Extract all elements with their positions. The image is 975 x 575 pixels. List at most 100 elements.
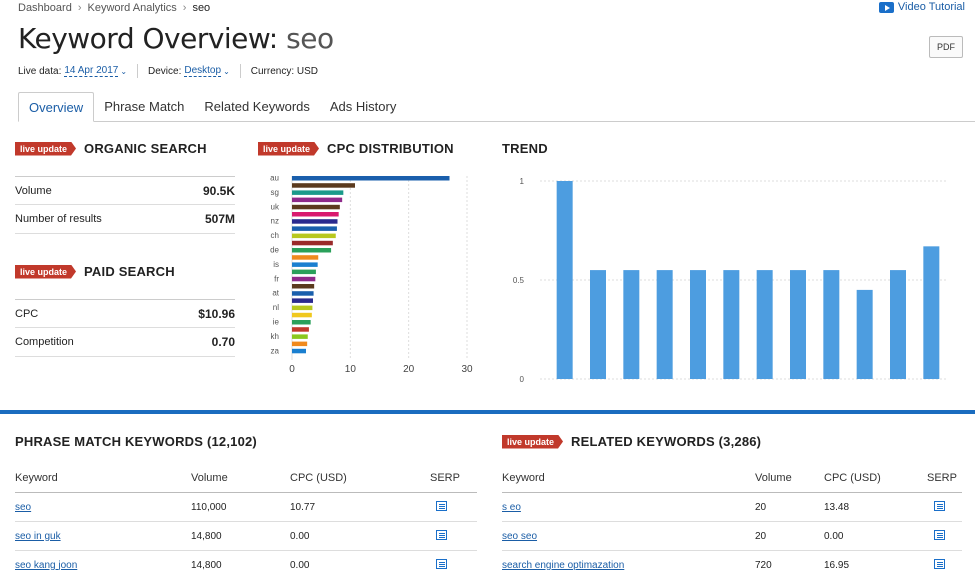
cpc-bar bbox=[292, 226, 337, 231]
tab-overview[interactable]: Overview bbox=[18, 92, 95, 122]
col-serp: SERP bbox=[927, 472, 957, 484]
pdf-export-button[interactable]: PDF bbox=[929, 36, 963, 58]
meta-row: Live data: 14 Apr 2017 ⌄ Device: Desktop… bbox=[18, 64, 318, 78]
breadcrumb-dashboard[interactable]: Dashboard bbox=[18, 2, 72, 14]
trend-header: TREND bbox=[502, 141, 548, 156]
trend-bar bbox=[723, 270, 740, 379]
trend-bar bbox=[856, 289, 873, 379]
cpc-bar bbox=[292, 320, 311, 325]
table-row: search engine optimazation 720 16.95 bbox=[502, 551, 962, 575]
serp-icon[interactable] bbox=[934, 529, 945, 540]
tab-related-keywords[interactable]: Related Keywords bbox=[204, 99, 310, 114]
cpc-cell: 10.77 bbox=[290, 501, 316, 513]
cpc-category-label: kh bbox=[271, 332, 279, 341]
cpc-bar bbox=[292, 255, 319, 260]
table-row: seo 110,000 10.77 bbox=[15, 493, 477, 522]
tab-phrase-match[interactable]: Phrase Match bbox=[104, 99, 185, 114]
chevron-down-icon: ⌄ bbox=[120, 66, 128, 76]
related-keywords-header: live update RELATED KEYWORDS (3,286) bbox=[502, 434, 761, 449]
page-title: Keyword Overview: seo bbox=[18, 22, 334, 55]
breadcrumb-current: seo bbox=[192, 2, 211, 14]
trend-bar bbox=[923, 246, 940, 379]
trend-bar bbox=[556, 181, 573, 379]
cpc-category-label: ie bbox=[273, 318, 280, 327]
organic-search-header: live update ORGANIC SEARCH bbox=[15, 141, 207, 156]
keyword-link[interactable]: search engine optimazation bbox=[502, 559, 625, 571]
serp-icon[interactable] bbox=[436, 558, 447, 569]
cpc-tick-label: 10 bbox=[345, 364, 357, 375]
cpc-bar bbox=[292, 284, 315, 289]
col-keyword: Keyword bbox=[15, 472, 58, 484]
trend-bar bbox=[756, 270, 773, 379]
keyword-link[interactable]: seo kang joon bbox=[15, 559, 78, 571]
table-header: Keyword Volume CPC (USD) SERP bbox=[15, 464, 477, 493]
serp-icon[interactable] bbox=[934, 558, 945, 569]
organic-results-value: 507M bbox=[204, 212, 235, 226]
paid-competition-label: Competition bbox=[15, 336, 74, 348]
video-tutorial-link[interactable]: Video Tutorial bbox=[878, 1, 965, 13]
cpc-bar bbox=[292, 262, 318, 267]
cpc-category-label: nz bbox=[271, 217, 279, 226]
cpc-category-label: au bbox=[270, 174, 279, 183]
serp-icon[interactable] bbox=[934, 500, 945, 511]
trend-bar bbox=[790, 270, 806, 379]
device-select[interactable]: Desktop bbox=[184, 65, 222, 77]
organic-volume-value: 90.5K bbox=[202, 183, 235, 198]
col-keyword: Keyword bbox=[502, 472, 545, 484]
cpc-tick-label: 20 bbox=[403, 364, 415, 375]
cpc-cell: 0.00 bbox=[824, 530, 844, 542]
cpc-bar bbox=[292, 204, 340, 210]
cpc-bar bbox=[292, 212, 339, 217]
organic-volume-label: Volume bbox=[15, 184, 52, 197]
phrase-match-table: Keyword Volume CPC (USD) SERP seo 110,00… bbox=[15, 464, 477, 575]
table-row: seo seo 20 0.00 bbox=[502, 522, 962, 551]
live-update-badge: live update bbox=[502, 435, 563, 449]
serp-icon[interactable] bbox=[436, 500, 447, 511]
chevron-right-icon: › bbox=[77, 2, 82, 14]
cpc-bar bbox=[292, 348, 306, 354]
chevron-right-icon: › bbox=[182, 2, 187, 14]
cpc-cell: 16.95 bbox=[824, 559, 850, 571]
table-row: seo in guk 14,800 0.00 bbox=[15, 522, 477, 551]
section-divider bbox=[0, 410, 975, 414]
chevron-down-icon: ⌄ bbox=[223, 66, 230, 76]
volume-cell: 14,800 bbox=[191, 530, 222, 542]
cpc-bar bbox=[292, 305, 313, 311]
tab-ads-history[interactable]: Ads History bbox=[329, 99, 397, 114]
cpc-bar bbox=[292, 197, 343, 203]
related-keywords-title: RELATED KEYWORDS (3,286) bbox=[571, 434, 762, 449]
breadcrumb-keyword-analytics[interactable]: Keyword Analytics bbox=[87, 2, 177, 14]
cpc-tick-label: 30 bbox=[461, 364, 473, 375]
page-title-prefix: Keyword Overview: bbox=[18, 22, 287, 55]
cpc-bar bbox=[292, 327, 309, 332]
cpc-bar bbox=[292, 240, 333, 246]
table-row: seo kang joon 14,800 0.00 bbox=[15, 551, 477, 575]
paid-cpc-row: CPC $10.96 bbox=[15, 299, 235, 328]
volume-cell: 720 bbox=[755, 559, 772, 571]
video-tutorial-label: Video Tutorial bbox=[897, 1, 965, 13]
cpc-bar bbox=[292, 334, 308, 339]
paid-competition-row: Competition 0.70 bbox=[15, 328, 235, 357]
phrase-match-header: PHRASE MATCH KEYWORDS (12,102) bbox=[15, 434, 257, 449]
cpc-distribution-header: live update CPC DISTRIBUTION bbox=[258, 141, 454, 156]
serp-icon[interactable] bbox=[436, 529, 447, 540]
cpc-bar bbox=[292, 190, 344, 195]
cpc-bar bbox=[292, 341, 308, 347]
trend-bar bbox=[590, 270, 606, 379]
phrase-match-title: PHRASE MATCH KEYWORDS (12,102) bbox=[15, 434, 257, 449]
cpc-bar bbox=[292, 219, 338, 224]
cpc-bar bbox=[292, 233, 336, 239]
col-volume: Volume bbox=[191, 472, 228, 484]
cpc-bar bbox=[292, 248, 332, 253]
cpc-category-label: ch bbox=[271, 231, 279, 240]
trend-bar bbox=[890, 270, 906, 379]
keyword-link[interactable]: seo bbox=[15, 501, 32, 513]
col-cpc: CPC (USD) bbox=[824, 472, 881, 484]
keyword-link[interactable]: seo in guk bbox=[15, 530, 61, 542]
keyword-link[interactable]: s eo bbox=[502, 501, 521, 513]
keyword-link[interactable]: seo seo bbox=[502, 530, 538, 542]
col-cpc: CPC (USD) bbox=[290, 472, 347, 484]
live-data-date-select[interactable]: 14 Apr 2017 bbox=[64, 65, 119, 77]
volume-cell: 14,800 bbox=[191, 559, 222, 571]
volume-cell: 110,000 bbox=[191, 501, 227, 513]
